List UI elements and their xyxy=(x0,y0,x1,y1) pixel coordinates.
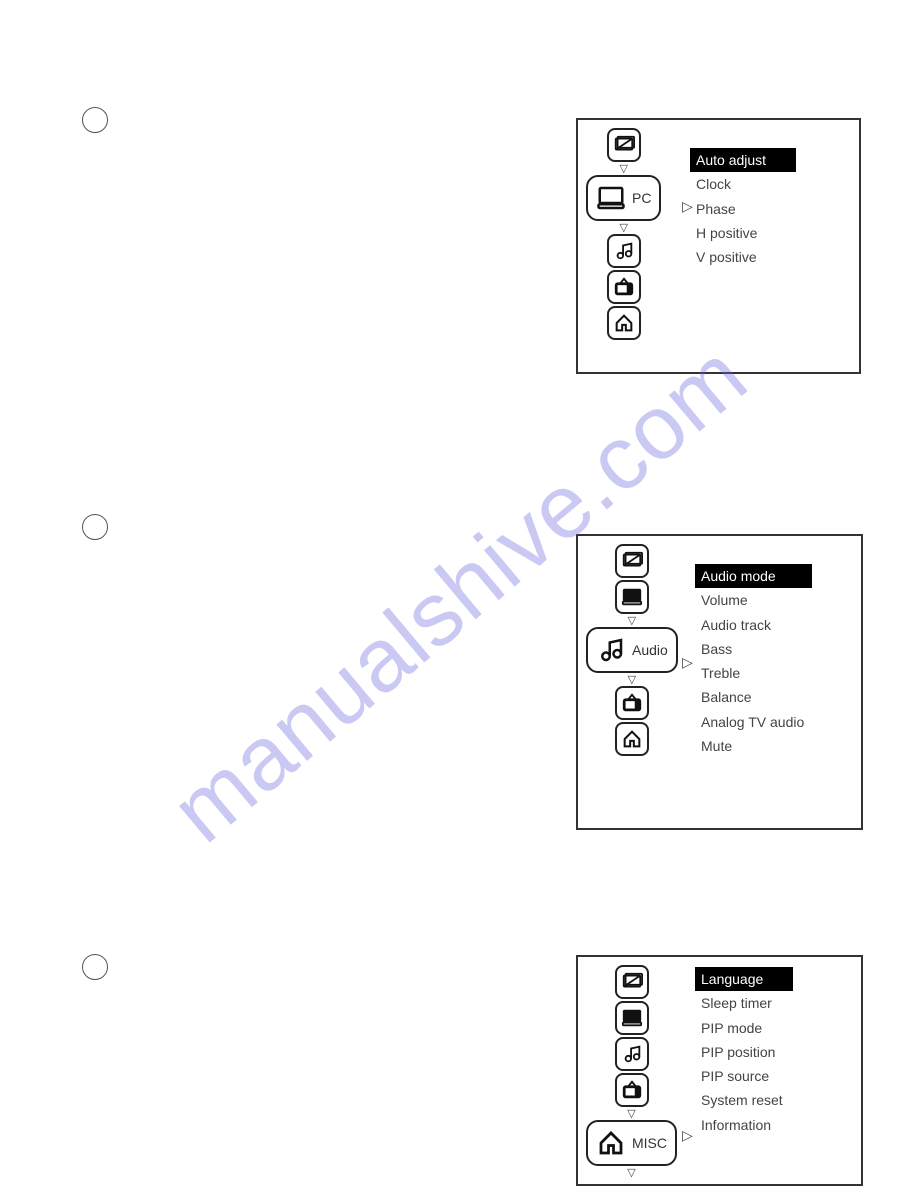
active-menu-music[interactable]: Audio xyxy=(586,627,678,673)
menu-item[interactable]: Language xyxy=(695,967,793,991)
active-menu-pc[interactable]: PC xyxy=(586,175,661,221)
menu-item[interactable]: Analog TV audio xyxy=(695,710,812,734)
menu-item[interactable]: Audio track xyxy=(695,613,812,637)
home-icon[interactable] xyxy=(607,306,641,340)
music-icon xyxy=(594,633,628,667)
menu-item[interactable]: Sleep timer xyxy=(695,991,793,1015)
menu-list: Audio modeVolumeAudio trackBassTrebleBal… xyxy=(695,564,812,758)
punch-hole xyxy=(82,514,108,540)
tv-icon[interactable] xyxy=(615,1073,649,1107)
chevron-down-icon: ▽ xyxy=(619,223,627,234)
punch-hole xyxy=(82,107,108,133)
pc-dark-icon[interactable] xyxy=(615,1001,649,1035)
tv-icon[interactable] xyxy=(615,686,649,720)
chevron-down-icon: ▽ xyxy=(628,616,636,627)
picture-icon[interactable] xyxy=(615,544,649,578)
menu-item[interactable]: Volume xyxy=(695,588,812,612)
chevron-down-icon: ▽ xyxy=(627,1168,635,1179)
punch-hole xyxy=(82,954,108,980)
music-icon[interactable] xyxy=(607,234,641,268)
menu-item[interactable]: PIP source xyxy=(695,1064,793,1088)
misc_panel: ▷ ▽ MISC ▽ LanguageSleep timerPIP modePIP po… xyxy=(576,955,863,1186)
menu-item[interactable]: Bass xyxy=(695,637,812,661)
audio_panel: ▷ ▽ Audio ▽ Audio modeVolumeAudio trackBassT… xyxy=(576,534,863,830)
menu-item[interactable]: Auto adjust xyxy=(690,148,796,172)
menu-list: LanguageSleep timerPIP modePIP positionP… xyxy=(695,967,793,1137)
menu-item[interactable]: V positive xyxy=(690,245,796,269)
menu-item[interactable]: System reset xyxy=(695,1088,793,1112)
pc_panel: ▷▽PC▽Auto adjustClockPhaseH positiveV po… xyxy=(576,118,861,374)
pc-dark-icon[interactable] xyxy=(615,580,649,614)
menu-item[interactable]: Phase xyxy=(690,197,796,221)
chevron-right-icon: ▷ xyxy=(682,654,693,671)
chevron-right-icon: ▷ xyxy=(682,1127,693,1144)
active-menu-label: PC xyxy=(632,190,651,206)
home-icon xyxy=(594,1126,628,1160)
tv-icon[interactable] xyxy=(607,270,641,304)
icon-column: ▽ Audio ▽ xyxy=(586,544,678,758)
home-icon[interactable] xyxy=(615,722,649,756)
menu-item[interactable]: Balance xyxy=(695,685,812,709)
menu-item[interactable]: Treble xyxy=(695,661,812,685)
pc-icon xyxy=(594,181,628,215)
menu-item[interactable]: Mute xyxy=(695,734,812,758)
active-menu-home[interactable]: MISC xyxy=(586,1120,677,1166)
chevron-down-icon: ▽ xyxy=(627,1109,635,1120)
picture-icon[interactable] xyxy=(607,128,641,162)
active-menu-label: Audio xyxy=(632,642,668,658)
active-menu-label: MISC xyxy=(632,1135,667,1151)
chevron-down-icon: ▽ xyxy=(619,164,627,175)
menu-item[interactable]: H positive xyxy=(690,221,796,245)
menu-item[interactable]: Clock xyxy=(690,172,796,196)
menu-list: Auto adjustClockPhaseH positiveV positiv… xyxy=(690,148,796,269)
chevron-down-icon: ▽ xyxy=(628,675,636,686)
menu-item[interactable]: Information xyxy=(695,1113,793,1137)
menu-item[interactable]: PIP position xyxy=(695,1040,793,1064)
music-icon[interactable] xyxy=(615,1037,649,1071)
picture-icon[interactable] xyxy=(615,965,649,999)
menu-item[interactable]: PIP mode xyxy=(695,1016,793,1040)
icon-column: ▽ PC ▽ xyxy=(586,128,661,342)
menu-item[interactable]: Audio mode xyxy=(695,564,812,588)
icon-column: ▽ MISC ▽ xyxy=(586,965,677,1179)
